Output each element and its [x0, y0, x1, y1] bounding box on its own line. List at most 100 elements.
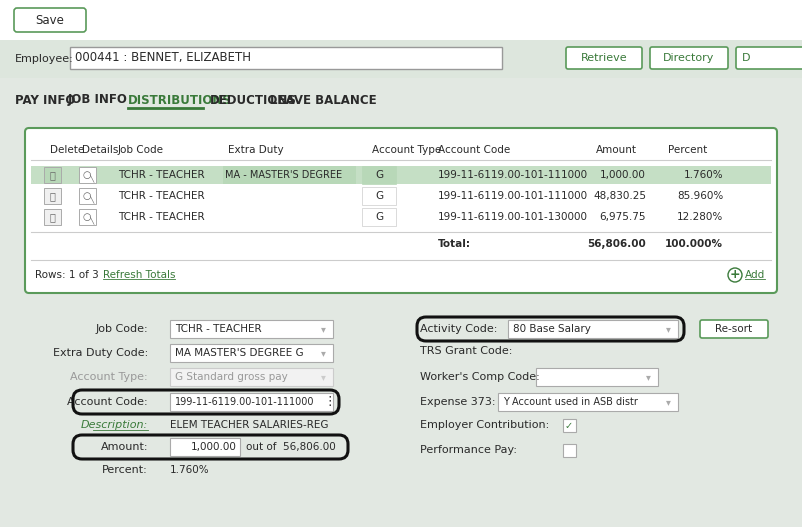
FancyBboxPatch shape — [25, 128, 777, 293]
FancyBboxPatch shape — [566, 47, 642, 69]
Text: Account Code: Account Code — [438, 145, 510, 155]
Bar — [0, 0, 802, 40]
Text: ▾: ▾ — [666, 397, 671, 407]
Text: Expense 373:: Expense 373: — [420, 397, 496, 407]
Text: ╲: ╲ — [89, 175, 93, 183]
Text: Re-sort: Re-sort — [715, 324, 752, 334]
Text: ╲: ╲ — [89, 196, 93, 204]
Bar — [170, 344, 333, 362]
Text: 48,830.25: 48,830.25 — [593, 191, 646, 201]
Bar — [362, 208, 396, 226]
Text: Rows: 1 of 3: Rows: 1 of 3 — [35, 270, 99, 280]
Text: 199-11-6119.00-101-111000: 199-11-6119.00-101-111000 — [438, 170, 588, 180]
Text: ▾: ▾ — [321, 348, 326, 358]
Bar — [79, 209, 96, 225]
Text: Retrieve: Retrieve — [581, 53, 627, 63]
Text: 🗑: 🗑 — [49, 170, 55, 180]
Bar — [223, 166, 356, 184]
Text: 100.000%: 100.000% — [665, 239, 723, 249]
Text: Account Type:: Account Type: — [71, 372, 148, 382]
Text: 🗑: 🗑 — [49, 191, 55, 201]
Text: Performance Pay:: Performance Pay: — [420, 445, 517, 455]
Text: TCHR - TEACHER: TCHR - TEACHER — [118, 212, 205, 222]
Bar — [362, 187, 396, 205]
FancyBboxPatch shape — [14, 8, 86, 32]
Text: Worker's Comp Code:: Worker's Comp Code: — [420, 372, 540, 382]
Text: ○: ○ — [83, 170, 91, 180]
Bar — [0, 115, 802, 527]
Text: ▾: ▾ — [321, 372, 326, 382]
Text: Amount: Amount — [596, 145, 637, 155]
Text: TCHR - TEACHER: TCHR - TEACHER — [175, 324, 261, 334]
Text: 1.760%: 1.760% — [170, 465, 209, 475]
Text: ○: ○ — [83, 191, 91, 201]
Text: 1,000.00: 1,000.00 — [600, 170, 646, 180]
Text: 199-11-6119.00-101-111000: 199-11-6119.00-101-111000 — [438, 191, 588, 201]
Text: 1,000.00: 1,000.00 — [191, 442, 237, 452]
Text: G Standard gross pay: G Standard gross pay — [175, 372, 288, 382]
Bar — [170, 368, 333, 386]
Text: Description:: Description: — [81, 420, 148, 430]
Text: Amount:: Amount: — [100, 442, 148, 452]
Text: 85.960%: 85.960% — [677, 191, 723, 201]
Text: D: D — [742, 53, 751, 63]
Text: 000441 : BENNET, ELIZABETH: 000441 : BENNET, ELIZABETH — [75, 52, 251, 64]
Text: Employer Contribution:: Employer Contribution: — [420, 420, 549, 430]
Text: out of  56,806.00: out of 56,806.00 — [246, 442, 336, 452]
Text: Activity Code:: Activity Code: — [420, 324, 497, 334]
Text: MA MASTER'S DEGREE G: MA MASTER'S DEGREE G — [175, 348, 304, 358]
Text: Job Code: Job Code — [118, 145, 164, 155]
Bar — [44, 188, 61, 204]
Text: Delete: Delete — [50, 145, 84, 155]
Bar — [79, 167, 96, 183]
Text: Employee:: Employee: — [15, 54, 74, 64]
Bar — [44, 209, 61, 225]
Text: DEDUCTIONS: DEDUCTIONS — [210, 93, 297, 106]
Text: Add: Add — [745, 270, 765, 280]
Text: 1.760%: 1.760% — [683, 170, 723, 180]
Bar — [31, 166, 771, 184]
Bar — [44, 167, 61, 183]
Text: ○: ○ — [83, 212, 91, 222]
Text: ⋮: ⋮ — [323, 395, 335, 408]
Text: Percent:: Percent: — [102, 465, 148, 475]
Text: Account Code:: Account Code: — [67, 397, 148, 407]
Text: PAY INFO: PAY INFO — [15, 93, 75, 106]
Bar — [536, 368, 658, 386]
Text: 80 Base Salary: 80 Base Salary — [513, 324, 591, 334]
Text: Save: Save — [35, 14, 64, 26]
Bar — [70, 47, 502, 69]
Text: Account Type: Account Type — [372, 145, 441, 155]
Text: DISTRIBUTIONS: DISTRIBUTIONS — [128, 93, 232, 106]
Bar — [563, 444, 576, 457]
Bar — [170, 393, 333, 411]
Text: G: G — [375, 170, 383, 180]
Text: Job Code:: Job Code: — [95, 324, 148, 334]
FancyBboxPatch shape — [736, 47, 802, 69]
Text: Extra Duty Code:: Extra Duty Code: — [53, 348, 148, 358]
Text: Extra Duty: Extra Duty — [228, 145, 284, 155]
Bar — [362, 166, 396, 184]
Bar — [0, 40, 802, 78]
Bar — [563, 419, 576, 432]
Text: 6,975.75: 6,975.75 — [600, 212, 646, 222]
Text: Details: Details — [82, 145, 119, 155]
Text: TRS Grant Code:: TRS Grant Code: — [420, 346, 512, 356]
Text: LEAVE BALANCE: LEAVE BALANCE — [270, 93, 377, 106]
Text: ELEM TEACHER SALARIES-REG: ELEM TEACHER SALARIES-REG — [170, 420, 329, 430]
Text: JOB INFO: JOB INFO — [68, 93, 128, 106]
Text: 12.280%: 12.280% — [677, 212, 723, 222]
Bar — [170, 320, 333, 338]
Bar — [498, 393, 678, 411]
Text: 199-11-6119.00-101-111000: 199-11-6119.00-101-111000 — [175, 397, 314, 407]
Text: G: G — [375, 212, 383, 222]
Text: ▾: ▾ — [321, 324, 326, 334]
Bar — [79, 188, 96, 204]
Bar — [170, 438, 240, 456]
Text: G: G — [375, 191, 383, 201]
FancyBboxPatch shape — [650, 47, 728, 69]
Text: Refresh Totals: Refresh Totals — [103, 270, 176, 280]
Text: Y Account used in ASB distr: Y Account used in ASB distr — [503, 397, 638, 407]
Text: ╲: ╲ — [89, 217, 93, 225]
Bar — [508, 320, 678, 338]
